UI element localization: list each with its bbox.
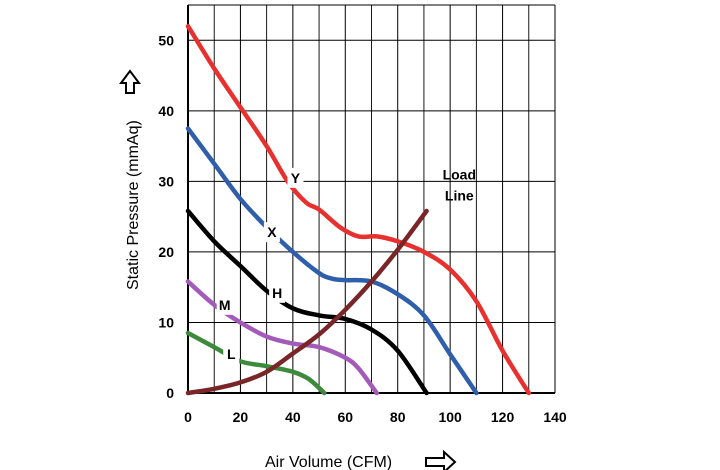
series-line-h bbox=[185, 208, 429, 396]
x-axis-arrow-icon bbox=[425, 449, 457, 470]
x-tick-label: 0 bbox=[184, 409, 192, 425]
y-axis-title: Static Pressure (mmAq) bbox=[125, 120, 142, 290]
label-background bbox=[287, 167, 304, 188]
label-text: Y bbox=[291, 170, 301, 186]
x-tick-label: 40 bbox=[285, 409, 301, 425]
y-axis-arrow-icon bbox=[119, 69, 141, 94]
label-text: Load bbox=[443, 166, 476, 182]
y-tick-label: 0 bbox=[166, 385, 174, 401]
grid bbox=[187, 4, 556, 394]
curve-labels: Y X H M L Load Line bbox=[216, 166, 476, 365]
curve-label-h: H bbox=[269, 282, 286, 303]
label-background bbox=[216, 294, 233, 315]
x-tick-label: 140 bbox=[543, 409, 567, 425]
curve-label-m: M bbox=[216, 294, 233, 315]
y-tick-label: 10 bbox=[158, 314, 174, 330]
tick-labels: 0 20 40 60 80 100 120 140 0 10 20 30 40 50 bbox=[158, 32, 566, 425]
series-line-y bbox=[185, 23, 532, 396]
curve-label-load: Load bbox=[443, 166, 476, 182]
label-text: M bbox=[219, 297, 231, 313]
label-background bbox=[223, 344, 240, 365]
label-text: X bbox=[267, 224, 277, 240]
x-tick-label: 20 bbox=[233, 409, 249, 425]
label-background bbox=[269, 282, 286, 303]
curve-label-line: Line bbox=[445, 187, 474, 203]
x-tick-label: 80 bbox=[390, 409, 406, 425]
x-tick-label: 100 bbox=[438, 409, 462, 425]
label-text: L bbox=[227, 346, 236, 362]
label-text: Line bbox=[445, 187, 474, 203]
label-background bbox=[263, 222, 280, 243]
series-lines bbox=[185, 23, 532, 396]
curve-label-l: L bbox=[223, 344, 240, 365]
curve-label-x: X bbox=[263, 222, 280, 243]
x-axis-title: Air Volume (CFM) bbox=[265, 454, 392, 470]
y-tick-label: 20 bbox=[158, 244, 174, 260]
y-tick-label: 30 bbox=[158, 173, 174, 189]
x-tick-label: 120 bbox=[491, 409, 515, 425]
series-line-load-line bbox=[185, 208, 429, 396]
series-line-x bbox=[185, 126, 479, 396]
y-tick-label: 40 bbox=[158, 103, 174, 119]
series-line-l bbox=[185, 330, 327, 396]
label-text: H bbox=[272, 285, 282, 301]
y-tick-label: 50 bbox=[158, 32, 174, 48]
x-tick-label: 60 bbox=[337, 409, 353, 425]
curve-label-y: Y bbox=[287, 167, 304, 188]
